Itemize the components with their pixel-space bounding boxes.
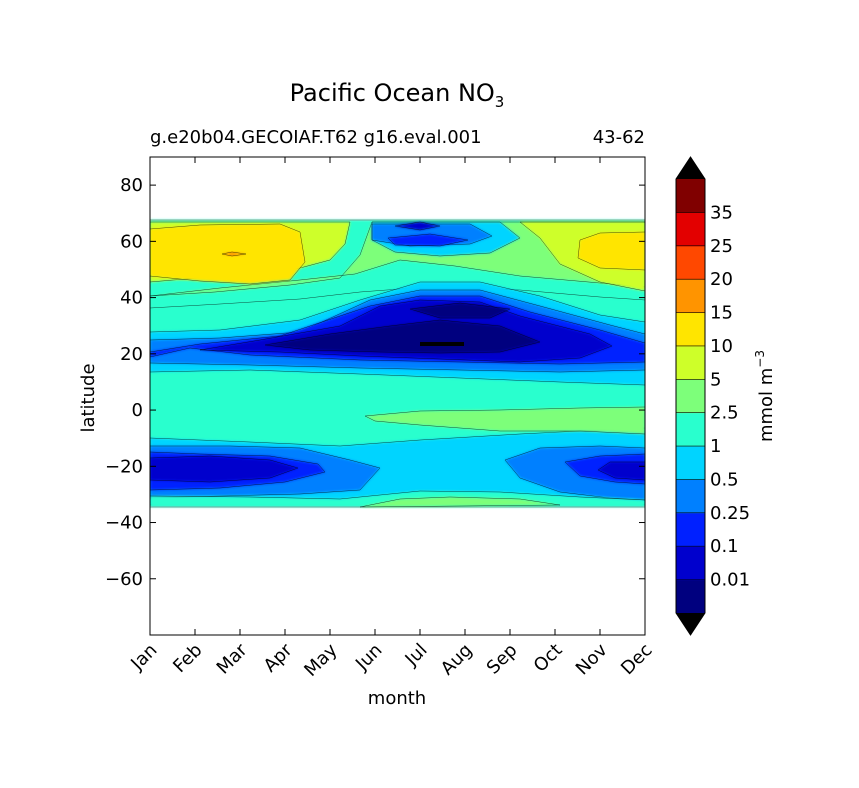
colorbar-tick-label: 5 <box>710 369 721 390</box>
colorbar-tick-label: 15 <box>710 303 733 324</box>
field-south-mediumblue-east-contour <box>597 461 645 481</box>
colorbar-swatch <box>676 379 705 414</box>
field-north-green <box>150 222 645 296</box>
colorbar-tick-label: 10 <box>710 336 733 357</box>
title-subscript: 3 <box>495 93 505 111</box>
colorbar-swatch <box>676 345 705 380</box>
colorbar-tick-label: 0.1 <box>710 536 739 557</box>
colorbar-swatch <box>676 212 705 247</box>
colorbar-swatch <box>676 512 705 547</box>
y-axis: −60 −40 −20 0 20 40 60 80 <box>105 175 645 590</box>
chart-title: Pacific Ocean NO3 <box>290 79 505 111</box>
colorbar-swatch <box>676 279 705 314</box>
field-gyre-navy-upper <box>410 303 510 318</box>
colorbar-extend-max <box>676 157 705 179</box>
x-tick-label: Mar <box>213 639 252 678</box>
colorbar-swatch <box>676 479 705 514</box>
field-subpolar-cyan-contour <box>371 221 521 257</box>
field-equator-green-contour <box>364 406 645 435</box>
field-south-mediumblue <box>150 456 298 482</box>
field-south-blue-contour <box>150 451 326 491</box>
field-gyre-lightblue-contour <box>150 289 645 373</box>
x-tick-label: Apr <box>260 639 297 676</box>
colorbar-swatch <box>676 446 705 480</box>
field-subpolar-darkblue-contour <box>387 233 469 247</box>
y-tick-label: 0 <box>132 400 143 421</box>
colorbar-tick-label: 2.5 <box>710 403 739 424</box>
field-gyre-cyan-contour <box>150 281 645 386</box>
contour-fields <box>150 219 645 508</box>
y-axis-label: latitude <box>78 363 99 432</box>
subtitle-right: 43-62 <box>593 127 645 148</box>
colorbar-tick-label: 25 <box>710 236 733 257</box>
colorbar-swatch <box>676 412 705 447</box>
colorbar-swatch <box>676 245 705 280</box>
y-tick-label: 80 <box>120 175 143 196</box>
colorbar-swatch <box>676 546 705 581</box>
field-equator-green <box>365 407 645 434</box>
field-north-lime-east-contour <box>519 221 645 292</box>
field-north-orange-contour <box>221 251 247 257</box>
plot-area <box>149 156 646 636</box>
colorbar-tick-label: 35 <box>710 202 733 223</box>
x-tick-label: May <box>300 639 341 680</box>
y-tick-label: 40 <box>120 288 143 309</box>
field-north-yellow-east <box>578 232 645 270</box>
colorbar-tick-label: 20 <box>710 269 733 290</box>
y-tick-label: −60 <box>105 569 143 590</box>
field-gyre-navy <box>265 320 540 353</box>
field-south-green-edge <box>360 497 560 507</box>
colorbar-swatch <box>676 579 705 614</box>
x-tick-label: Oct <box>530 640 567 677</box>
field-gyre-mediumblue-contour <box>199 299 613 363</box>
y-tick-label: −20 <box>105 456 143 477</box>
field-gyre-navy-upper-contour <box>409 302 511 319</box>
x-tick-label: Dec <box>617 640 656 679</box>
x-tick-label: Aug <box>437 640 477 680</box>
colorbar-tick-label: 0.01 <box>710 570 750 591</box>
y-tick-label: −40 <box>105 513 143 534</box>
x-tick-label: Jul <box>401 640 432 671</box>
field-south-green-edge-contour <box>359 496 561 508</box>
colorbar-tick-label: 0.25 <box>710 503 750 524</box>
x-tick-label: Jun <box>351 640 386 675</box>
y-tick-label: 60 <box>120 231 143 252</box>
field-subpolar-blue-contour <box>371 223 493 247</box>
field-south-blue-east-contour <box>564 453 645 485</box>
x-tick-label: Sep <box>483 640 522 679</box>
field-north-teal-contour <box>150 219 645 309</box>
colorbar-swatch <box>676 179 705 213</box>
colorbar-label-superscript: −3 <box>753 350 767 368</box>
field-south-mediumblue-contour <box>150 455 299 483</box>
colorbar-tick-label: 0.5 <box>710 469 739 490</box>
y-tick-label: 20 <box>120 344 143 365</box>
plot-frame <box>149 156 646 636</box>
colorbar-label: mmol m−3 <box>753 350 777 442</box>
field-mask-bar <box>420 342 464 346</box>
x-axis-label: month <box>368 688 426 709</box>
subtitle-left: g.e20b04.GECOIAF.T62 g16.eval.001 <box>150 127 482 148</box>
field-north-yellow-contour <box>150 223 306 285</box>
field-north-yellow-east-contour <box>577 231 645 271</box>
field-gyre-navy-contour <box>264 319 541 354</box>
field-subpolar-navy-contour <box>394 221 441 231</box>
x-tick-label: Jan <box>126 640 161 675</box>
colorbar-extend-min <box>676 613 705 635</box>
field-gyre-blue-contour <box>150 295 645 365</box>
x-tick-label: Feb <box>169 640 206 677</box>
field-south-teal-edge-contour <box>150 490 645 508</box>
colorbar: 0.01 0.1 0.25 0.5 1 2.5 5 10 15 20 25 35 <box>675 156 750 636</box>
x-tick-label: Nov <box>572 639 612 679</box>
colorbar-tick-label: 1 <box>710 436 721 457</box>
colorbar-outline <box>675 156 706 636</box>
colorbar-swatch <box>676 312 705 347</box>
